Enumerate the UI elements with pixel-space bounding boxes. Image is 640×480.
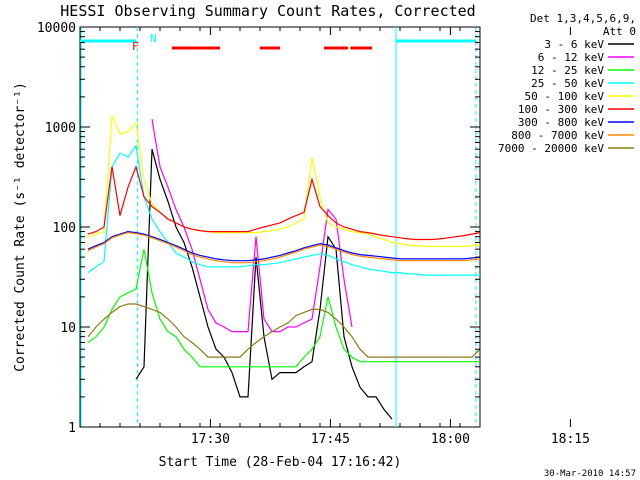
series-line-100-300-kev — [87, 164, 481, 241]
x-tick-label: 17:30 — [191, 432, 230, 447]
legend-label: 7000 - 20000 keV — [498, 142, 604, 155]
y-tick-label: 1 — [68, 421, 76, 436]
legend-label: 800 - 7000 keV — [511, 129, 604, 142]
series-line-7000-20000-kev — [87, 303, 481, 358]
x-tick-label: 18:00 — [431, 432, 470, 447]
legend-label: 300 - 800 keV — [518, 116, 604, 129]
y-axis-label: Corrected Count Rate (s⁻¹ detector⁻¹) — [13, 82, 28, 372]
legend-label: 6 - 12 keV — [538, 51, 605, 64]
legend-label: 100 - 300 keV — [518, 103, 604, 116]
legend-label: 25 - 50 keV — [531, 77, 604, 90]
y-tick-label: 10000 — [37, 21, 76, 36]
y-tick-label: 10 — [60, 321, 76, 336]
legend-label: 3 - 6 keV — [544, 38, 604, 51]
x-axis-label: Start Time (28-Feb-04 17:16:42) — [159, 455, 402, 470]
chart-title: HESSI Observing Summary Count Rates, Cor… — [60, 2, 475, 20]
legend-subheader: Att 0 — [603, 25, 636, 38]
series-line-3-6-kev — [135, 149, 393, 420]
flare-flag-label: F — [132, 40, 139, 53]
series-line-25-50-kev — [87, 144, 480, 276]
night-flag-label: N — [150, 32, 157, 45]
series-line-800-7000-kev — [87, 231, 481, 264]
x-tick-label: 18:15 — [551, 432, 590, 447]
series-line-12-25-kev — [87, 249, 480, 368]
legend-label: 12 - 25 keV — [531, 64, 604, 77]
series-line-50-100-kev — [87, 115, 481, 247]
series-line-6-12-kev — [151, 119, 353, 333]
x-tick-label: 17:45 — [311, 432, 350, 447]
legend-header: Det 1,3,4,5,6,9, — [530, 12, 636, 25]
y-tick-label: 100 — [53, 221, 76, 236]
series-line-300-800-kev — [87, 230, 481, 262]
tick-layer: 17:3017:4518:0018:1518:3018:451101001000… — [37, 21, 590, 447]
plot-area: 17:3017:4518:0018:1518:3018:451101001000… — [37, 21, 590, 447]
series-layer — [87, 115, 481, 420]
footer-date: 30-Mar-2010 14:57 — [544, 469, 636, 479]
legend-label: 50 - 100 keV — [525, 90, 605, 103]
y-tick-label: 1000 — [45, 121, 76, 136]
